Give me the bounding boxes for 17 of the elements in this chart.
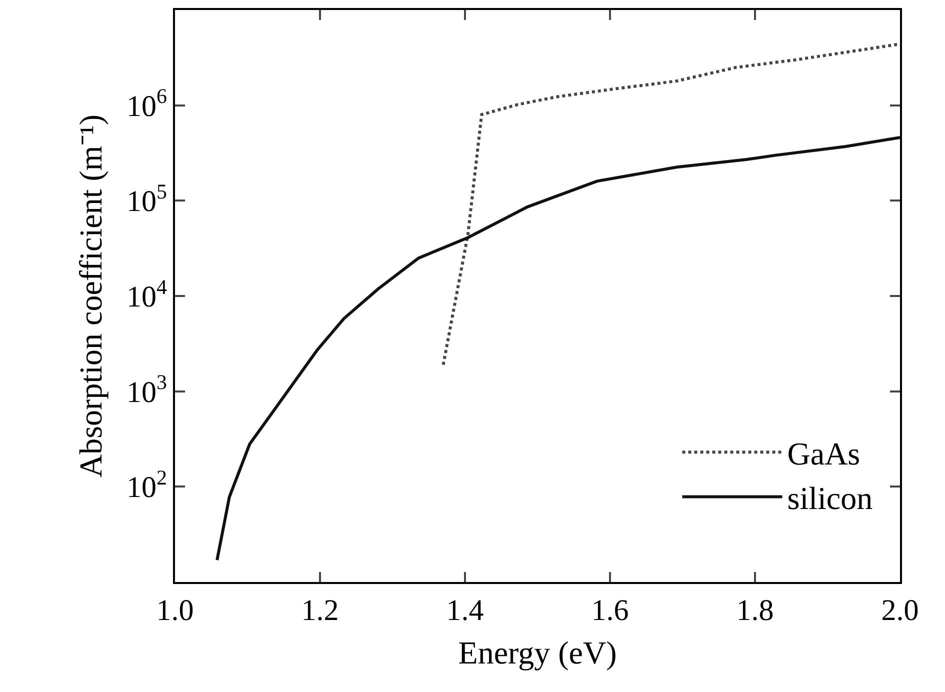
y-tick-label: 10$^{4}$ bbox=[126, 274, 168, 314]
x-tick-label: 1.8 bbox=[736, 594, 774, 627]
y-axis-title: Absorption coefficient (m⁻¹) bbox=[72, 114, 108, 478]
y-tick-label: 10$^{6}$ bbox=[126, 84, 167, 123]
y-tick-label: 10$^{2}$ bbox=[126, 466, 167, 504]
x-axis-title: Energy (eV) bbox=[458, 634, 617, 670]
x-tick-label: 1.6 bbox=[591, 594, 629, 627]
x-tick-label: 1.0 bbox=[156, 594, 194, 627]
x-tick-label: 2.0 bbox=[881, 594, 919, 627]
legend-label: GaAs bbox=[787, 436, 860, 472]
x-tick-label: 1.2 bbox=[301, 594, 339, 627]
line-series bbox=[442, 42, 900, 366]
line-series bbox=[216, 136, 900, 562]
y-tick-label: 10$^{5}$ bbox=[126, 180, 167, 218]
legend-label: silicon bbox=[787, 480, 873, 516]
y-tick-label: 10$^{3}$ bbox=[126, 370, 167, 409]
x-tick-label: 1.4 bbox=[446, 594, 484, 627]
